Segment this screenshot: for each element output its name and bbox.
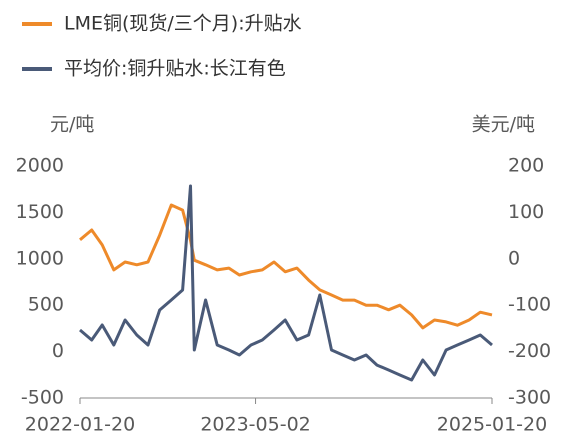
y-tick-label: 500 bbox=[28, 294, 64, 316]
y-tick-label: 1000 bbox=[16, 247, 64, 269]
y-tick-label: 2000 bbox=[16, 155, 64, 177]
y2-tick-label: 200 bbox=[508, 155, 544, 177]
y2-tick-label: 100 bbox=[508, 201, 544, 223]
y2-tick-label: -200 bbox=[508, 340, 551, 362]
x-tick-label: 2022-01-20 bbox=[25, 414, 135, 436]
legend-label: 平均价:铜升贴水:长江有色 bbox=[64, 58, 286, 80]
y-tick-label: -500 bbox=[21, 387, 64, 409]
y-tick-label: 1500 bbox=[16, 201, 64, 223]
x-tick-label: 2023-05-02 bbox=[200, 414, 310, 436]
y-tick-label: 0 bbox=[52, 340, 64, 362]
y-axis-label: 元/吨 bbox=[50, 114, 94, 136]
line-series bbox=[79, 184, 493, 382]
legend-label: LME铜(现货/三个月):升贴水 bbox=[64, 13, 302, 35]
x-tick-label: 2025-01-20 bbox=[437, 414, 547, 436]
y2-tick-label: -100 bbox=[508, 294, 551, 316]
y2-tick-label: 0 bbox=[508, 247, 520, 269]
y2-axis-label: 美元/吨 bbox=[472, 114, 535, 136]
line-series bbox=[79, 203, 493, 330]
y2-tick-label: -300 bbox=[508, 387, 551, 409]
